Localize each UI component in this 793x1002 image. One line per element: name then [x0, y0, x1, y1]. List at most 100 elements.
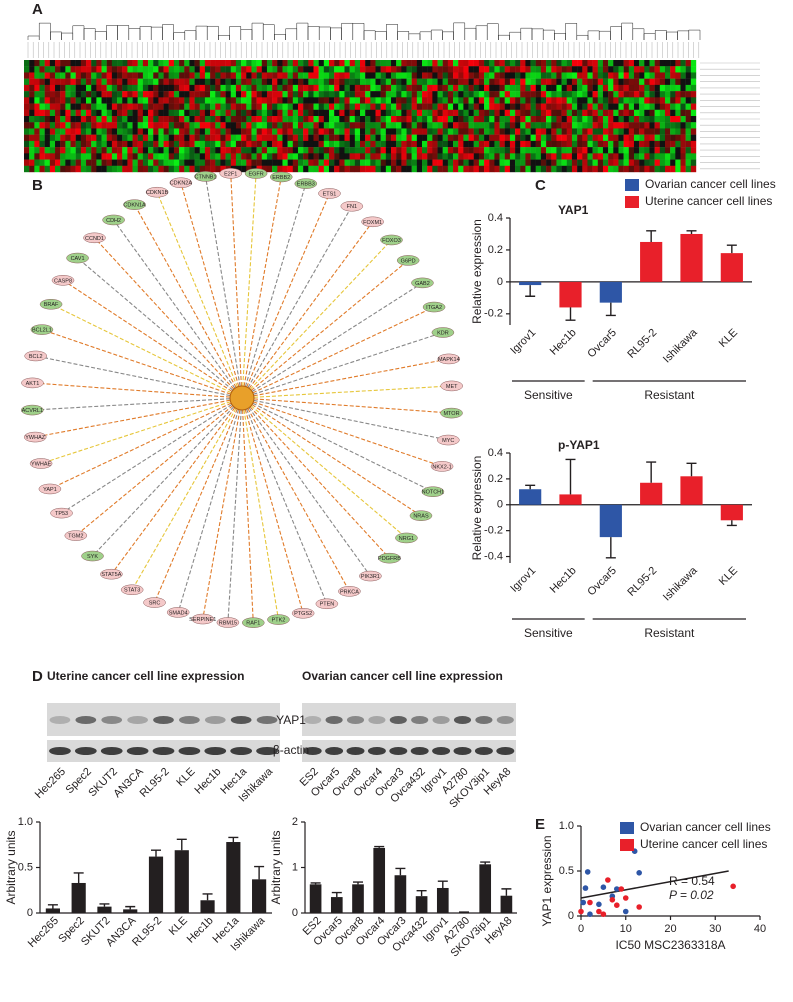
bar: [640, 483, 662, 505]
heatmap-cell: [484, 97, 489, 103]
heatmap-cell: [463, 135, 468, 141]
blot-band: [326, 716, 343, 724]
heatmap-cell: [432, 147, 437, 153]
heatmap-cell: [577, 128, 582, 134]
heatmap-cell: [443, 97, 448, 103]
heatmap-cell: [510, 85, 515, 91]
heatmap-cell: [169, 147, 174, 153]
heatmap-cell: [329, 79, 334, 85]
node-label: YWHAZ: [25, 435, 46, 441]
heatmap-cell: [184, 141, 189, 147]
heatmap-cell: [675, 122, 680, 128]
node-label: CDKN2A: [170, 181, 193, 187]
heatmap-cell: [587, 60, 592, 66]
heatmap-cell: [608, 122, 613, 128]
heatmap-cell: [308, 153, 313, 159]
heatmap-cell: [50, 91, 55, 97]
heatmap-cell: [34, 135, 39, 141]
heatmap-cell: [489, 72, 494, 78]
heatmap-cell: [608, 97, 613, 103]
heatmap-cell: [479, 85, 484, 91]
heatmap-cell: [102, 128, 107, 134]
heatmap-cell: [324, 116, 329, 122]
heatmap-cell: [432, 110, 437, 116]
heatmap-cell: [520, 153, 525, 159]
heatmap-cell: [644, 116, 649, 122]
heatmap-cell: [246, 122, 251, 128]
heatmap-cell: [603, 166, 608, 172]
heatmap-cell: [169, 97, 174, 103]
heatmap-cell: [443, 153, 448, 159]
heatmap-cell: [582, 66, 587, 72]
heatmap-cell: [562, 153, 567, 159]
heatmap-cell: [655, 147, 660, 153]
heatmap-cell: [603, 135, 608, 141]
heatmap-cell: [655, 79, 660, 85]
heatmap-cell: [474, 72, 479, 78]
heatmap-cell: [593, 91, 598, 97]
heatmap-cell: [220, 122, 225, 128]
heatmap-cell: [629, 116, 634, 122]
heatmap-cell: [396, 66, 401, 72]
heatmap-cell: [158, 147, 163, 153]
heatmap-cell: [608, 160, 613, 166]
heatmap-cell: [474, 66, 479, 72]
y-tick-label: 0: [568, 910, 574, 922]
heatmap-cell: [670, 60, 675, 66]
heatmap-cell: [505, 153, 510, 159]
heatmap-cell: [34, 91, 39, 97]
heatmap-cell: [598, 97, 603, 103]
heatmap-cell: [81, 85, 86, 91]
heatmap-cell: [236, 122, 241, 128]
heatmap-cell: [329, 128, 334, 134]
heatmap-cell: [251, 153, 256, 159]
heatmap-cell: [189, 122, 194, 128]
heatmap-cell: [210, 122, 215, 128]
heatmap-cell: [50, 160, 55, 166]
heatmap-cell: [386, 141, 391, 147]
heatmap-cell: [334, 116, 339, 122]
heatmap-cell: [660, 72, 665, 78]
heatmap-cell: [55, 141, 60, 147]
heatmap-cell: [618, 135, 623, 141]
heatmap-cell: [649, 60, 654, 66]
heatmap-cell: [665, 97, 670, 103]
heatmap-cell: [164, 104, 169, 110]
heatmap-cell: [376, 122, 381, 128]
heatmap-cell: [572, 122, 577, 128]
heatmap-cell: [50, 116, 55, 122]
heatmap-cell: [520, 97, 525, 103]
heatmap-cell: [551, 97, 556, 103]
heatmap-cell: [484, 60, 489, 66]
heatmap-cell: [587, 141, 592, 147]
heatmap-cell: [308, 72, 313, 78]
heatmap-cell: [189, 166, 194, 172]
heatmap-cell: [96, 153, 101, 159]
heatmap-cell: [76, 122, 81, 128]
heatmap-cell: [272, 147, 277, 153]
heatmap-cell: [639, 135, 644, 141]
heatmap-cell: [50, 110, 55, 116]
heatmap-cell: [169, 60, 174, 66]
heatmap-cell: [515, 160, 520, 166]
heatmap-cell: [577, 72, 582, 78]
heatmap-cell: [277, 166, 282, 172]
node-label: FOXO3: [382, 238, 401, 244]
heatmap-cell: [329, 60, 334, 66]
heatmap-cell: [582, 141, 587, 147]
heatmap-cell: [246, 135, 251, 141]
heatmap-cell: [45, 72, 50, 78]
heatmap-cell: [567, 166, 572, 172]
panel-label: A: [32, 1, 43, 18]
heatmap-cell: [215, 104, 220, 110]
heatmap-cell: [412, 72, 417, 78]
heatmap-cell: [546, 79, 551, 85]
heatmap-cell: [675, 116, 680, 122]
heatmap-cell: [334, 66, 339, 72]
heatmap-cell: [546, 110, 551, 116]
heatmap-cell: [427, 104, 432, 110]
heatmap-cell: [127, 104, 132, 110]
heatmap-cell: [536, 60, 541, 66]
heatmap-cell: [262, 147, 267, 153]
heatmap-cell: [200, 66, 205, 72]
